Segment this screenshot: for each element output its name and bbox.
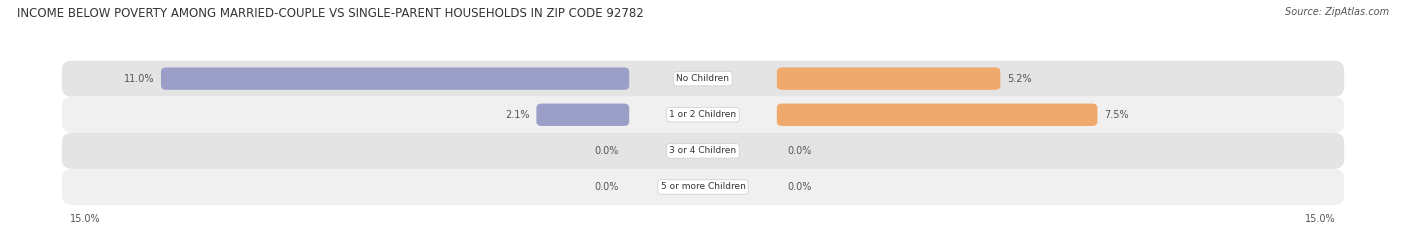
Text: 0.0%: 0.0% bbox=[787, 146, 811, 156]
FancyBboxPatch shape bbox=[778, 103, 1098, 126]
FancyBboxPatch shape bbox=[160, 67, 630, 90]
Text: 5.2%: 5.2% bbox=[1007, 74, 1032, 84]
Text: 0.0%: 0.0% bbox=[595, 182, 619, 192]
FancyBboxPatch shape bbox=[62, 61, 1344, 97]
FancyBboxPatch shape bbox=[778, 67, 1001, 90]
Text: 1 or 2 Children: 1 or 2 Children bbox=[669, 110, 737, 119]
Text: 15.0%: 15.0% bbox=[70, 214, 101, 224]
FancyBboxPatch shape bbox=[62, 133, 1344, 169]
Text: Source: ZipAtlas.com: Source: ZipAtlas.com bbox=[1285, 7, 1389, 17]
Text: No Children: No Children bbox=[676, 74, 730, 83]
Text: 0.0%: 0.0% bbox=[787, 182, 811, 192]
Text: 5 or more Children: 5 or more Children bbox=[661, 182, 745, 192]
FancyBboxPatch shape bbox=[62, 169, 1344, 205]
FancyBboxPatch shape bbox=[62, 97, 1344, 133]
Text: 15.0%: 15.0% bbox=[1305, 214, 1336, 224]
Text: 3 or 4 Children: 3 or 4 Children bbox=[669, 146, 737, 155]
Text: 7.5%: 7.5% bbox=[1104, 110, 1129, 120]
Text: 11.0%: 11.0% bbox=[124, 74, 155, 84]
Text: 2.1%: 2.1% bbox=[506, 110, 530, 120]
Text: 0.0%: 0.0% bbox=[595, 146, 619, 156]
FancyBboxPatch shape bbox=[537, 103, 630, 126]
Text: INCOME BELOW POVERTY AMONG MARRIED-COUPLE VS SINGLE-PARENT HOUSEHOLDS IN ZIP COD: INCOME BELOW POVERTY AMONG MARRIED-COUPL… bbox=[17, 7, 644, 20]
